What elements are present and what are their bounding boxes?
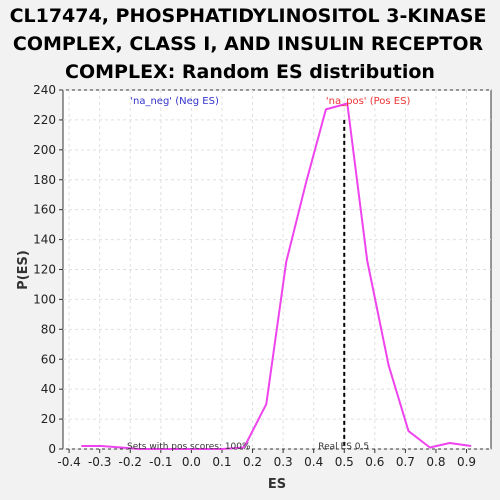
y-tick-label: 180 [33,173,56,187]
y-tick-label: 80 [41,322,56,336]
x-tick-label: 0.6 [365,455,384,469]
x-tick-label: 0.1 [212,455,231,469]
x-tick-label: -0.3 [88,455,111,469]
x-tick-label: 0.2 [243,455,262,469]
y-tick-label: 120 [33,263,56,277]
series-line [81,102,472,450]
chart-title-line-3: COMPLEX: Random ES distribution [65,61,435,83]
x-tick-label: -0.4 [57,455,80,469]
x-tick-label: -0.2 [119,455,142,469]
y-axis-ticks: 0 20 40 60 80 100 120 140 160 180 200 220 240 [33,83,63,456]
x-tick-label: 0.7 [396,455,415,469]
x-tick-label: 0.8 [426,455,445,469]
y-tick-label: 100 [33,292,56,306]
series-layer [81,102,472,450]
plot-area [62,89,492,450]
x-tick-label: -0.1 [149,455,172,469]
x-tick-label: 0.3 [274,455,293,469]
chart-title-line-2: COMPLEX, CLASS I, AND INSULIN RECEPTOR [13,33,484,55]
neg-es-annotation: 'na_neg' (Neg ES) [130,96,219,107]
y-tick-label: 140 [33,233,56,247]
y-tick-label: 200 [33,143,56,157]
x-axis-label: ES [268,477,286,492]
y-tick-label: 60 [41,352,56,366]
y-tick-label: 240 [33,83,56,97]
y-tick-label: 160 [33,203,56,217]
chart-title-line-1: CL17474, PHOSPHATIDYLINOSITOL 3-KINASE [10,5,487,27]
x-tick-label: 0.9 [457,455,476,469]
pos-scores-annotation: Sets with pos scores: 100% [127,442,251,452]
y-axis-label: P(ES) [16,250,31,290]
x-tick-label: 0.0 [182,455,201,469]
y-tick-label: 220 [33,113,56,127]
pos-es-annotation: 'na_pos' (Pos ES) [326,96,411,107]
grid-lines [63,89,491,450]
x-tick-label: 0.5 [335,455,354,469]
real-es-label: Real ES 0.5 [318,442,369,452]
y-tick-label: 20 [41,412,56,426]
x-tick-label: 0.4 [304,455,323,469]
y-tick-label: 40 [41,382,56,396]
y-tick-label: 0 [48,442,56,456]
x-axis-ticks: -0.4 -0.3 -0.2 -0.1 0.0 0.1 0.2 0.3 0.4 0.5 0.6 0.7… [57,449,476,469]
